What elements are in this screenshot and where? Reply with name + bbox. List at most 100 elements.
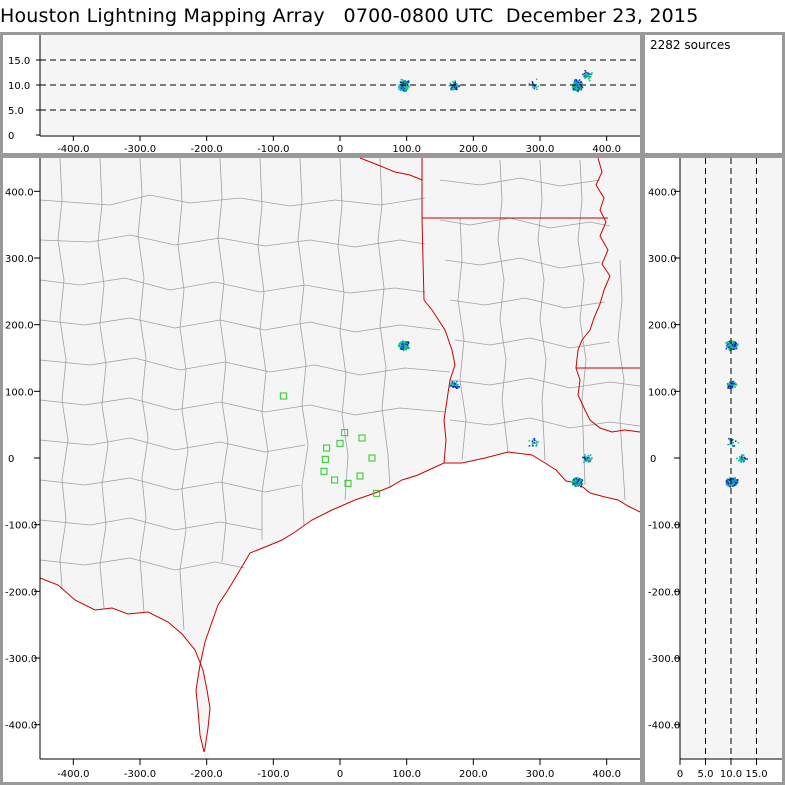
lightning-source-plan xyxy=(581,479,584,481)
lightning-source-plan xyxy=(451,381,453,383)
lightning-source-altx xyxy=(584,69,586,72)
lightning-source-plan xyxy=(399,342,401,345)
lightning-source-plan xyxy=(576,479,578,481)
lightning-source-plan xyxy=(576,482,578,484)
lma-station-marker xyxy=(356,472,364,480)
lightning-source-altx xyxy=(403,85,406,88)
lightning-source-alty xyxy=(730,345,733,347)
lightning-source-alty xyxy=(731,343,734,346)
lightning-source-altx xyxy=(401,85,403,88)
lightning-source-plan xyxy=(400,341,402,344)
lightning-source-alty xyxy=(725,342,727,344)
alt-x-ytick-label: 10.0 xyxy=(8,81,30,92)
lightning-source-altx xyxy=(449,82,452,85)
lightning-source-plan xyxy=(576,477,578,479)
lightning-source-alty xyxy=(727,483,730,485)
lightning-source-altx xyxy=(580,86,582,89)
lightning-source-altx xyxy=(574,79,577,81)
lightning-source-plan xyxy=(455,380,458,383)
lightning-source-altx xyxy=(532,83,534,86)
alt-x-xtick-label: 400.0 xyxy=(592,144,621,155)
lightning-source-alty xyxy=(729,443,731,446)
lightning-source-altx xyxy=(401,83,404,86)
lightning-source-altx xyxy=(407,80,410,82)
lightning-source-plan xyxy=(454,383,457,385)
lightning-source-altx xyxy=(577,80,579,82)
lightning-source-plan xyxy=(583,461,585,463)
lightning-source-altx xyxy=(450,88,452,90)
lightning-source-alty xyxy=(746,458,748,460)
lightning-source-plan xyxy=(579,482,581,484)
lightning-source-plan xyxy=(580,485,582,488)
lightning-source-plan xyxy=(576,484,579,486)
alt-x-xtick-label: -100.0 xyxy=(257,144,289,155)
lightning-source-alty xyxy=(740,459,742,461)
lightning-source-alty xyxy=(728,347,731,350)
lightning-source-altx xyxy=(535,86,538,88)
alt-y-xtick-label: 0 xyxy=(677,769,683,780)
lightning-source-plan xyxy=(402,348,404,351)
lightning-source-alty xyxy=(727,478,730,481)
alt-y-ytick-label: -200.0 xyxy=(648,587,680,598)
lightning-source-altx xyxy=(449,85,452,87)
lightning-source-altx xyxy=(450,89,453,91)
lightning-source-alty xyxy=(726,479,728,482)
lightning-source-plan xyxy=(533,438,536,441)
lightning-source-alty xyxy=(738,460,740,462)
lightning-source-plan xyxy=(573,481,575,484)
lightning-source-altx xyxy=(534,84,536,87)
lightning-source-altx xyxy=(404,79,406,82)
lightning-source-plan xyxy=(457,383,459,386)
lightning-source-alty xyxy=(728,348,730,351)
lightning-source-altx xyxy=(535,83,537,86)
lightning-source-altx xyxy=(574,83,576,86)
lightning-source-alty xyxy=(730,438,733,440)
lightning-source-alty xyxy=(733,445,736,447)
lightning-source-altx xyxy=(403,90,405,93)
lightning-source-plan xyxy=(402,343,405,346)
lightning-source-alty xyxy=(729,384,731,386)
lightning-source-plan xyxy=(577,483,580,486)
plan-xtick-label: -100.0 xyxy=(257,769,289,780)
lightning-source-plan xyxy=(402,345,404,348)
lightning-source-alty xyxy=(736,479,739,482)
lightning-source-plan xyxy=(450,385,452,387)
lightning-source-plan xyxy=(401,341,404,343)
lightning-source-alty xyxy=(729,479,731,481)
lightning-source-altx xyxy=(587,72,589,74)
lightning-source-altx xyxy=(454,86,456,88)
lightning-source-plan xyxy=(405,344,407,347)
lightning-source-alty xyxy=(743,456,745,459)
lightning-source-altx xyxy=(402,88,405,91)
lightning-source-plan xyxy=(580,481,582,483)
lightning-source-alty xyxy=(736,345,738,347)
lightning-source-plan xyxy=(577,480,579,482)
axes: 05.010.015.0-400.0 -300.0 -200.0 -100.0 0 100… xyxy=(5,35,782,780)
plan-sources xyxy=(398,340,593,488)
plan-ytick-label: -200.0 xyxy=(5,587,37,598)
lightning-source-plan xyxy=(404,341,407,344)
lightning-source-plan xyxy=(403,346,406,349)
lightning-source-alty xyxy=(734,386,736,388)
lightning-source-altx xyxy=(402,88,404,90)
lightning-source-plan xyxy=(580,479,583,481)
plan-ytick-label: -100.0 xyxy=(5,521,37,532)
lightning-source-altx xyxy=(586,75,588,78)
lightning-source-altx xyxy=(577,84,580,87)
lightning-source-alty xyxy=(739,458,742,461)
lightning-source-alty xyxy=(732,445,734,447)
lightning-source-altx xyxy=(406,87,408,89)
lightning-source-altx xyxy=(403,81,405,84)
lightning-source-alty xyxy=(735,480,737,482)
county-boundaries xyxy=(39,157,641,631)
lightning-source-alty xyxy=(731,347,733,349)
gulf-of-mexico xyxy=(40,452,640,758)
lightning-source-alty xyxy=(729,386,732,388)
lightning-source-plan xyxy=(585,457,588,460)
alt-x-xtick-label: 300.0 xyxy=(526,144,555,155)
lightning-source-alty xyxy=(731,387,733,389)
alt-y-ytick-label: -400.0 xyxy=(648,721,680,732)
tx-la-border xyxy=(421,158,456,464)
lightning-source-alty xyxy=(733,346,735,349)
